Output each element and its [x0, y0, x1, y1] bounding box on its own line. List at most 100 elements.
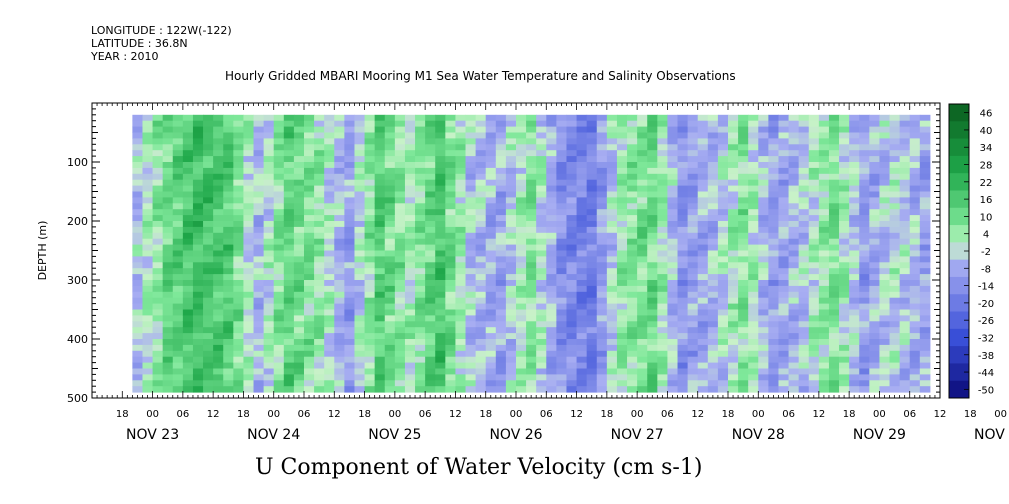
heatmap-cell [717, 221, 729, 228]
heatmap-cell [243, 221, 255, 228]
heatmap-cell [606, 356, 618, 364]
heatmap-cell [324, 238, 335, 246]
heatmap-cell [192, 303, 204, 310]
heatmap-cell [849, 256, 860, 263]
heatmap-cell [637, 120, 648, 128]
heatmap-cell [415, 280, 426, 287]
heatmap-cell [748, 156, 759, 163]
heatmap-cell [909, 179, 921, 187]
heatmap-cell [909, 291, 921, 299]
heatmap-cell [415, 179, 426, 187]
heatmap-cell [263, 285, 275, 293]
heatmap-cell [879, 250, 891, 257]
heatmap-cell [223, 203, 234, 210]
heatmap-cell [505, 150, 517, 157]
heatmap-cell [142, 333, 154, 340]
heatmap-cell [788, 191, 800, 198]
heatmap-cell [182, 303, 194, 310]
heatmap-cell [455, 321, 467, 328]
heatmap-cell [687, 268, 699, 275]
heatmap-cell [394, 126, 406, 133]
heatmap-cell [344, 344, 355, 352]
heatmap-cell [677, 179, 689, 187]
heatmap-cell [142, 285, 154, 293]
heatmap-cell [717, 197, 729, 204]
heatmap-cell [616, 120, 628, 128]
heatmap-cell [516, 120, 527, 128]
heatmap-cell [132, 209, 143, 216]
heatmap-cell [576, 356, 588, 364]
heatmap-cell [687, 232, 699, 240]
heatmap-cell [142, 368, 154, 375]
heatmap-cell [909, 250, 921, 257]
heatmap-cell [203, 173, 214, 181]
heatmap-cell [869, 303, 880, 310]
heatmap-cell [606, 368, 618, 375]
x-hour-label: 12 [328, 409, 341, 420]
heatmap-cell [172, 309, 184, 316]
heatmap-cell [152, 226, 164, 234]
heatmap-cell [677, 362, 689, 369]
heatmap-cell [576, 362, 588, 369]
heatmap-cell [576, 120, 588, 128]
heatmap-cell [182, 339, 194, 346]
heatmap-cell [354, 203, 366, 210]
heatmap-cell [828, 173, 840, 181]
heatmap-cell [374, 268, 386, 275]
heatmap-cell [465, 274, 477, 281]
heatmap-cell [536, 256, 547, 263]
heatmap-cell [879, 156, 891, 163]
heatmap-cell [233, 238, 244, 246]
heatmap-cell [717, 203, 729, 210]
heatmap-cell [213, 114, 224, 122]
heatmap-cell [818, 232, 830, 240]
heatmap-cell [828, 185, 840, 192]
heatmap-cell [778, 344, 790, 352]
heatmap-cell [667, 368, 679, 375]
heatmap-cell [142, 120, 154, 128]
heatmap-cell [667, 126, 679, 133]
heatmap-cell [435, 150, 446, 157]
heatmap-cell [768, 356, 779, 364]
heatmap-cell [475, 215, 487, 222]
heatmap-cell [304, 280, 315, 287]
heatmap-cell [404, 280, 416, 287]
heatmap-cell [788, 285, 800, 293]
heatmap-cell [909, 226, 921, 234]
heatmap-cell [576, 138, 588, 145]
heatmap-cell [364, 232, 376, 240]
heatmap-cell [384, 238, 396, 246]
heatmap-cell [445, 268, 456, 275]
heatmap-cell [162, 179, 174, 187]
heatmap-cell [828, 285, 840, 293]
heatmap-cell [415, 297, 426, 305]
heatmap-cell [536, 291, 547, 299]
heatmap-cell [283, 185, 295, 192]
heatmap-cell [798, 185, 810, 192]
heatmap-cell [526, 362, 537, 369]
heatmap-cell [354, 114, 366, 122]
heatmap-cell [182, 226, 194, 234]
heatmap-cell [546, 297, 557, 305]
heatmap-cell [546, 209, 557, 216]
heatmap-cell [677, 315, 689, 322]
heatmap-cell [849, 362, 860, 369]
heatmap-cell [707, 327, 719, 334]
heatmap-cell [586, 280, 598, 287]
heatmap-cell [324, 221, 335, 228]
heatmap-cell [233, 167, 244, 175]
heatmap-cell [455, 368, 467, 375]
heatmap-cell [516, 173, 527, 181]
heatmap-cell [616, 321, 628, 328]
heatmap-cell [465, 291, 477, 299]
heatmap-cell [152, 315, 164, 322]
heatmap-cell [263, 386, 275, 393]
heatmap-cell [616, 150, 628, 157]
heatmap-cell [849, 215, 860, 222]
heatmap-cell [586, 156, 598, 163]
heatmap-cell [293, 173, 305, 181]
heatmap-cell [455, 167, 467, 175]
heatmap-cell [182, 268, 194, 275]
heatmap-cell [425, 274, 436, 281]
